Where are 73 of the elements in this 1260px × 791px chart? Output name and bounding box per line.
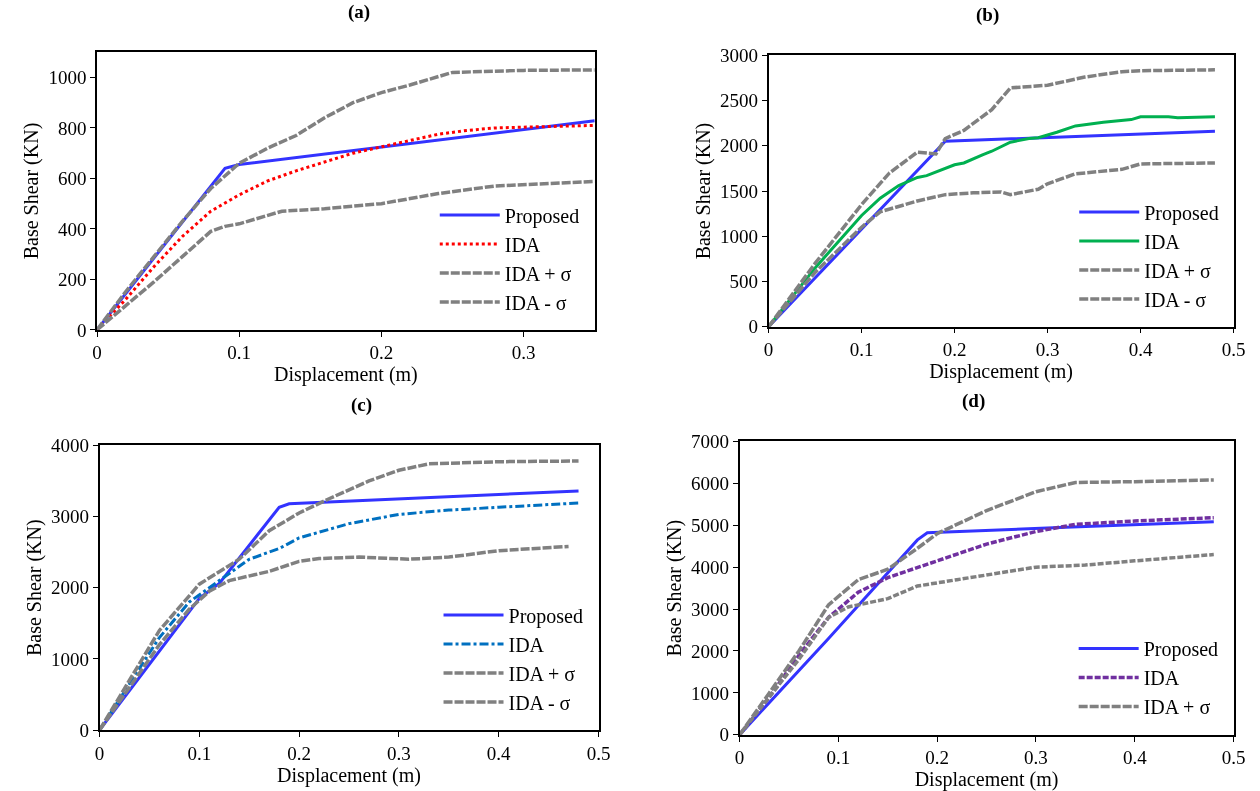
- x-tick-label: 0.1: [826, 747, 851, 769]
- x-tick-label: 0: [94, 742, 105, 764]
- chart-title: (b): [976, 4, 1000, 26]
- y-tick-label: 3000: [50, 506, 89, 528]
- y-tick-label: 2000: [720, 135, 759, 157]
- legend-label: Proposed: [1144, 201, 1219, 225]
- y-tick-label: 0: [79, 719, 89, 741]
- x-tick-label: 0.2: [287, 742, 311, 764]
- legend-label: IDA: [504, 233, 541, 256]
- y-tick-label: 2000: [50, 577, 89, 599]
- y-tick-label: 3000: [720, 45, 759, 67]
- y-tick-label: 500: [729, 271, 759, 293]
- legend-label: IDA: [508, 633, 545, 656]
- y-axis-title: Base Shear (KN): [22, 519, 46, 657]
- y-tick-label: 3000: [691, 598, 730, 620]
- x-tick-label: 0.5: [1221, 747, 1246, 769]
- legend-label: Proposed: [508, 604, 583, 628]
- y-tick-label: 2500: [720, 90, 759, 112]
- x-tick-label: 0.1: [187, 742, 212, 764]
- x-tick-label: 0.5: [586, 742, 611, 764]
- x-tick-label: 0.3: [1024, 747, 1048, 769]
- x-tick-label: 0.3: [1035, 339, 1060, 361]
- x-tick-label: 0.1: [227, 342, 252, 364]
- chart-title: (d): [962, 390, 986, 412]
- y-tick-label: 1000: [691, 682, 730, 704]
- legend-label: IDA + σ: [504, 262, 572, 285]
- x-axis-title: Displacement (m): [273, 363, 418, 387]
- y-tick-label: 1000: [50, 648, 89, 670]
- x-tick-label: 0.2: [369, 342, 394, 364]
- legend-label: Proposed: [1143, 638, 1219, 662]
- y-tick-label: 1000: [720, 225, 759, 247]
- y-tick-label: 0: [719, 724, 730, 746]
- x-axis-title: Displacement (m): [914, 768, 1059, 791]
- legend-label: IDA - σ: [504, 291, 567, 314]
- x-tick-label: 0: [763, 339, 774, 361]
- legend-label: IDA + σ: [1144, 259, 1211, 282]
- x-axis-title: Displacement (m): [277, 763, 421, 787]
- y-tick-label: 0: [748, 316, 759, 338]
- x-tick-label: 0.2: [925, 747, 950, 769]
- y-tick-label: 4000: [691, 556, 730, 578]
- y-tick-label: 600: [57, 168, 87, 190]
- y-tick-label: 5000: [691, 514, 730, 536]
- y-axis-title: Base Shear (KN): [692, 122, 716, 260]
- legend-label: Proposed: [504, 204, 580, 228]
- legend-label: IDA: [1143, 667, 1180, 690]
- y-tick-label: 2000: [691, 640, 730, 662]
- y-axis-title: Base Shear (KN): [663, 519, 687, 657]
- legend-label: IDA - σ: [1144, 288, 1207, 311]
- x-tick-label: 0.5: [1221, 339, 1246, 361]
- x-tick-label: 0.3: [387, 742, 411, 764]
- chart-title: (c): [351, 394, 373, 416]
- y-tick-label: 7000: [691, 431, 730, 453]
- legend-label: IDA + σ: [1143, 696, 1211, 719]
- x-tick-label: 0.4: [486, 742, 512, 764]
- y-tick-label: 0: [76, 319, 87, 341]
- x-tick-label: 0.4: [1128, 339, 1153, 361]
- legend-label: IDA - σ: [508, 691, 571, 714]
- y-tick-label: 200: [57, 269, 87, 291]
- y-tick-label: 1500: [720, 180, 759, 202]
- x-tick-label: 0.4: [1122, 747, 1148, 769]
- x-tick-label: 0.3: [511, 342, 536, 364]
- y-tick-label: 4000: [50, 434, 89, 456]
- chart-title: (a): [348, 1, 371, 23]
- y-tick-label: 800: [57, 117, 87, 139]
- y-tick-label: 400: [57, 218, 87, 240]
- legend-label: IDA: [1144, 230, 1181, 253]
- legend-label: IDA + σ: [508, 662, 576, 685]
- x-tick-label: 0.1: [849, 339, 874, 361]
- x-tick-label: 0.2: [942, 339, 967, 361]
- y-tick-label: 6000: [691, 472, 730, 494]
- y-tick-label: 1000: [48, 67, 87, 89]
- x-axis-title: Displacement (m): [929, 360, 1073, 384]
- y-axis-title: Base Shear (KN): [20, 122, 44, 260]
